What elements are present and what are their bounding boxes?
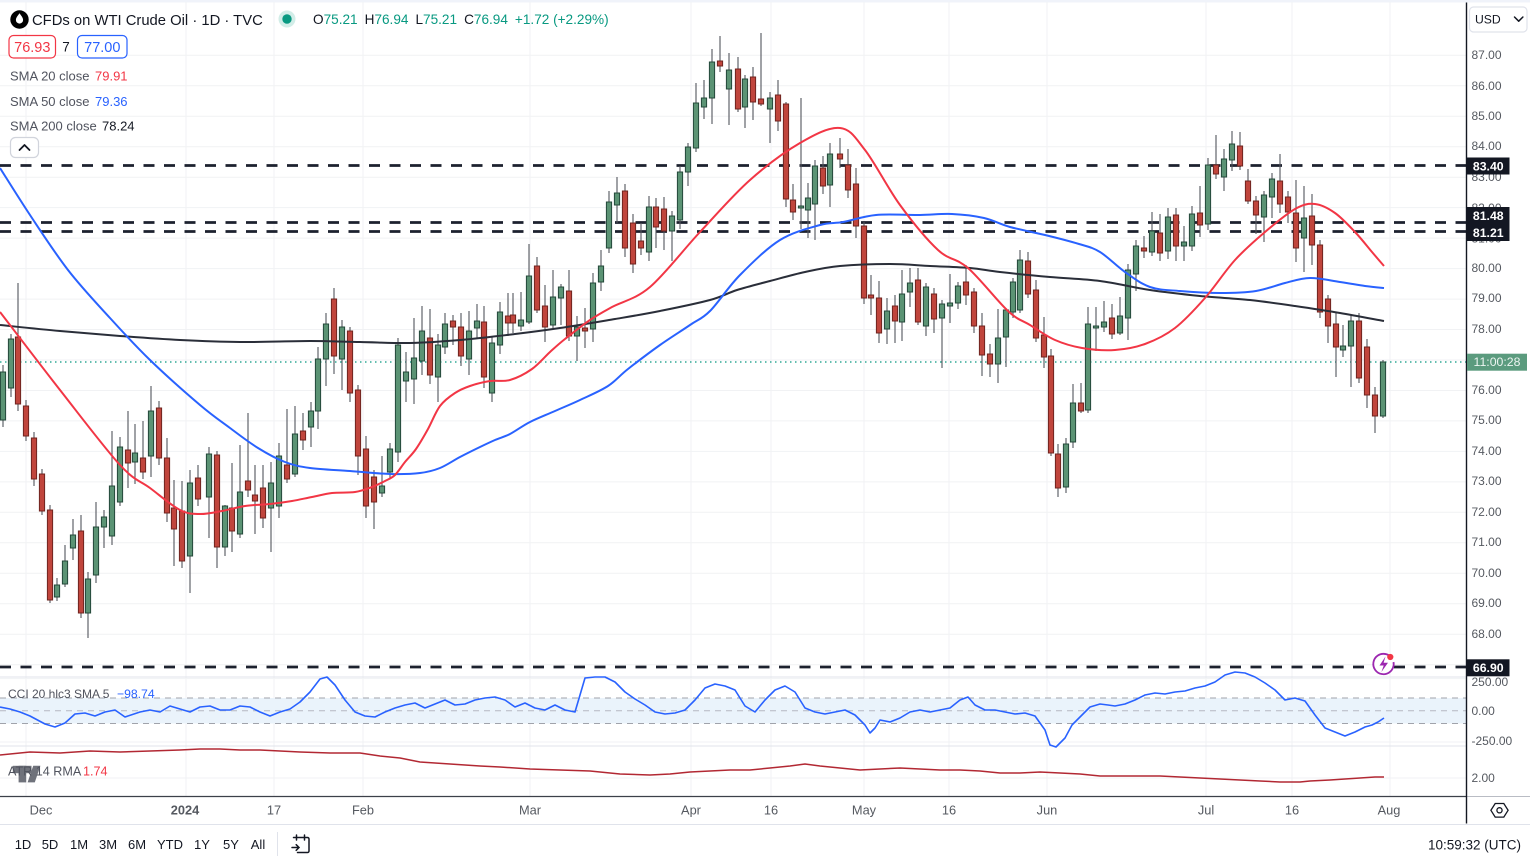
- svg-text:6M: 6M: [128, 837, 146, 852]
- svg-text:1D: 1D: [15, 837, 32, 852]
- svg-text:SMA 200 close: SMA 200 close: [10, 119, 97, 134]
- svg-text:USD: USD: [1475, 13, 1501, 27]
- svg-text:250.00: 250.00: [1472, 675, 1509, 689]
- svg-text:-250.00: -250.00: [1472, 734, 1513, 748]
- svg-text:79.91: 79.91: [95, 69, 128, 84]
- svg-text:17: 17: [267, 803, 281, 818]
- svg-text:Jun: Jun: [1037, 803, 1058, 818]
- svg-text:Jul: Jul: [1198, 803, 1214, 818]
- svg-text:84.00: 84.00: [1472, 139, 1502, 153]
- svg-text:16: 16: [1285, 803, 1299, 818]
- svg-text:76.00: 76.00: [1472, 383, 1502, 397]
- svg-text:SMA 20 close: SMA 20 close: [10, 69, 90, 84]
- svg-text:74.00: 74.00: [1472, 444, 1502, 458]
- svg-text:86.00: 86.00: [1472, 79, 1502, 93]
- svg-text:11:00:28: 11:00:28: [1474, 355, 1521, 369]
- svg-text:ATR 14 RMA: ATR 14 RMA: [8, 765, 82, 779]
- svg-text:16: 16: [764, 803, 778, 818]
- svg-text:CCI 20 hlc3 SMA 5: CCI 20 hlc3 SMA 5: [8, 687, 110, 701]
- svg-text:2024: 2024: [171, 803, 200, 818]
- svg-text:77.00: 77.00: [84, 40, 120, 56]
- svg-text:10:59:32 (UTC): 10:59:32 (UTC): [1428, 838, 1521, 853]
- svg-text:All: All: [251, 837, 266, 852]
- svg-text:81.48: 81.48: [1473, 209, 1504, 223]
- svg-text:16: 16: [942, 803, 956, 818]
- svg-text:69.00: 69.00: [1472, 596, 1502, 610]
- svg-text:76.93: 76.93: [14, 40, 50, 56]
- svg-text:79.36: 79.36: [95, 94, 128, 109]
- svg-text:83.40: 83.40: [1473, 159, 1504, 173]
- svg-text:Dec: Dec: [30, 803, 53, 818]
- svg-text:5D: 5D: [42, 837, 59, 852]
- svg-text:Apr: Apr: [681, 803, 702, 818]
- svg-text:Mar: Mar: [519, 803, 542, 818]
- svg-text:May: May: [852, 803, 877, 818]
- svg-text:SMA 50 close: SMA 50 close: [10, 94, 90, 109]
- svg-text:Feb: Feb: [352, 803, 374, 818]
- svg-text:71.00: 71.00: [1472, 535, 1502, 549]
- svg-text:YTD: YTD: [157, 837, 183, 852]
- svg-text:81.21: 81.21: [1473, 226, 1504, 240]
- svg-text:80.00: 80.00: [1472, 261, 1502, 275]
- svg-text:79.00: 79.00: [1472, 291, 1502, 305]
- svg-text:−98.74: −98.74: [117, 687, 155, 701]
- svg-text:66.90: 66.90: [1473, 661, 1504, 675]
- svg-text:5Y: 5Y: [223, 837, 239, 852]
- svg-text:68.00: 68.00: [1472, 627, 1502, 641]
- svg-text:7: 7: [62, 40, 70, 55]
- svg-text:78.24: 78.24: [102, 119, 135, 134]
- svg-text:1M: 1M: [70, 837, 88, 852]
- svg-text:75.00: 75.00: [1472, 413, 1502, 427]
- svg-text:87.00: 87.00: [1472, 48, 1502, 62]
- svg-text:2.00: 2.00: [1472, 771, 1496, 785]
- svg-text:85.00: 85.00: [1472, 109, 1502, 123]
- svg-text:70.00: 70.00: [1472, 566, 1502, 580]
- svg-text:0.00: 0.00: [1472, 704, 1496, 718]
- svg-text:CFDs on WTI Crude Oil · 1D · T: CFDs on WTI Crude Oil · 1D · TVC: [32, 13, 263, 29]
- svg-text:78.00: 78.00: [1472, 322, 1502, 336]
- svg-text:72.00: 72.00: [1472, 505, 1502, 519]
- svg-text:Aug: Aug: [1378, 803, 1401, 818]
- svg-text:3M: 3M: [99, 837, 117, 852]
- svg-text:1.74: 1.74: [83, 765, 108, 779]
- svg-text:1Y: 1Y: [194, 837, 210, 852]
- svg-text:73.00: 73.00: [1472, 474, 1502, 488]
